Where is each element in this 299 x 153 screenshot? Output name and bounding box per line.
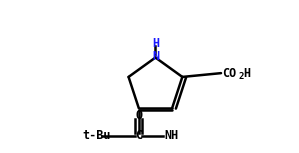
Text: O: O (135, 109, 142, 122)
Text: 2: 2 (239, 72, 244, 81)
Text: CO: CO (222, 67, 237, 80)
Text: t-Bu: t-Bu (82, 129, 111, 142)
Text: N: N (152, 50, 159, 63)
Text: NH: NH (164, 129, 179, 142)
Text: C: C (135, 129, 142, 142)
Text: H: H (152, 37, 159, 50)
Text: H: H (243, 67, 250, 80)
